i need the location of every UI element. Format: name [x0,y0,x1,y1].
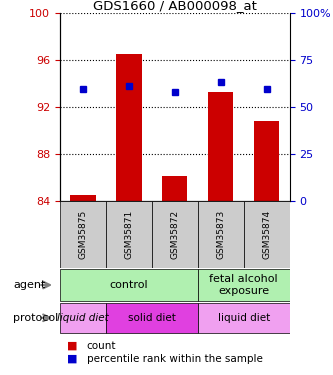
Bar [106,303,198,333]
Bar [70,195,96,201]
Bar [198,269,290,301]
FancyBboxPatch shape [152,201,198,268]
FancyBboxPatch shape [198,201,244,268]
Bar [208,92,233,201]
Text: solid diet: solid diet [128,313,176,323]
Text: fetal alcohol
exposure: fetal alcohol exposure [209,274,278,296]
Bar [198,303,290,333]
Text: control: control [110,280,148,290]
Text: GSM35872: GSM35872 [170,210,179,259]
FancyBboxPatch shape [106,201,152,268]
Text: ■: ■ [67,354,77,364]
Text: GSM35874: GSM35874 [262,210,271,259]
Text: protocol: protocol [13,313,59,323]
FancyBboxPatch shape [60,201,106,268]
Text: ■: ■ [67,340,77,351]
Text: GSM35875: GSM35875 [78,210,88,259]
Text: liquid diet: liquid diet [218,313,270,323]
Text: GSM35871: GSM35871 [124,210,134,259]
Bar [162,176,187,201]
Title: GDS1660 / AB000098_at: GDS1660 / AB000098_at [93,0,257,12]
Text: agent: agent [13,280,46,290]
Text: percentile rank within the sample: percentile rank within the sample [87,354,262,364]
Bar [116,54,142,201]
Bar [254,121,279,201]
Bar [60,303,106,333]
FancyBboxPatch shape [244,201,290,268]
Text: GSM35873: GSM35873 [216,210,225,259]
Text: count: count [87,340,116,351]
Bar [60,269,198,301]
Text: liquid diet: liquid diet [57,313,109,323]
